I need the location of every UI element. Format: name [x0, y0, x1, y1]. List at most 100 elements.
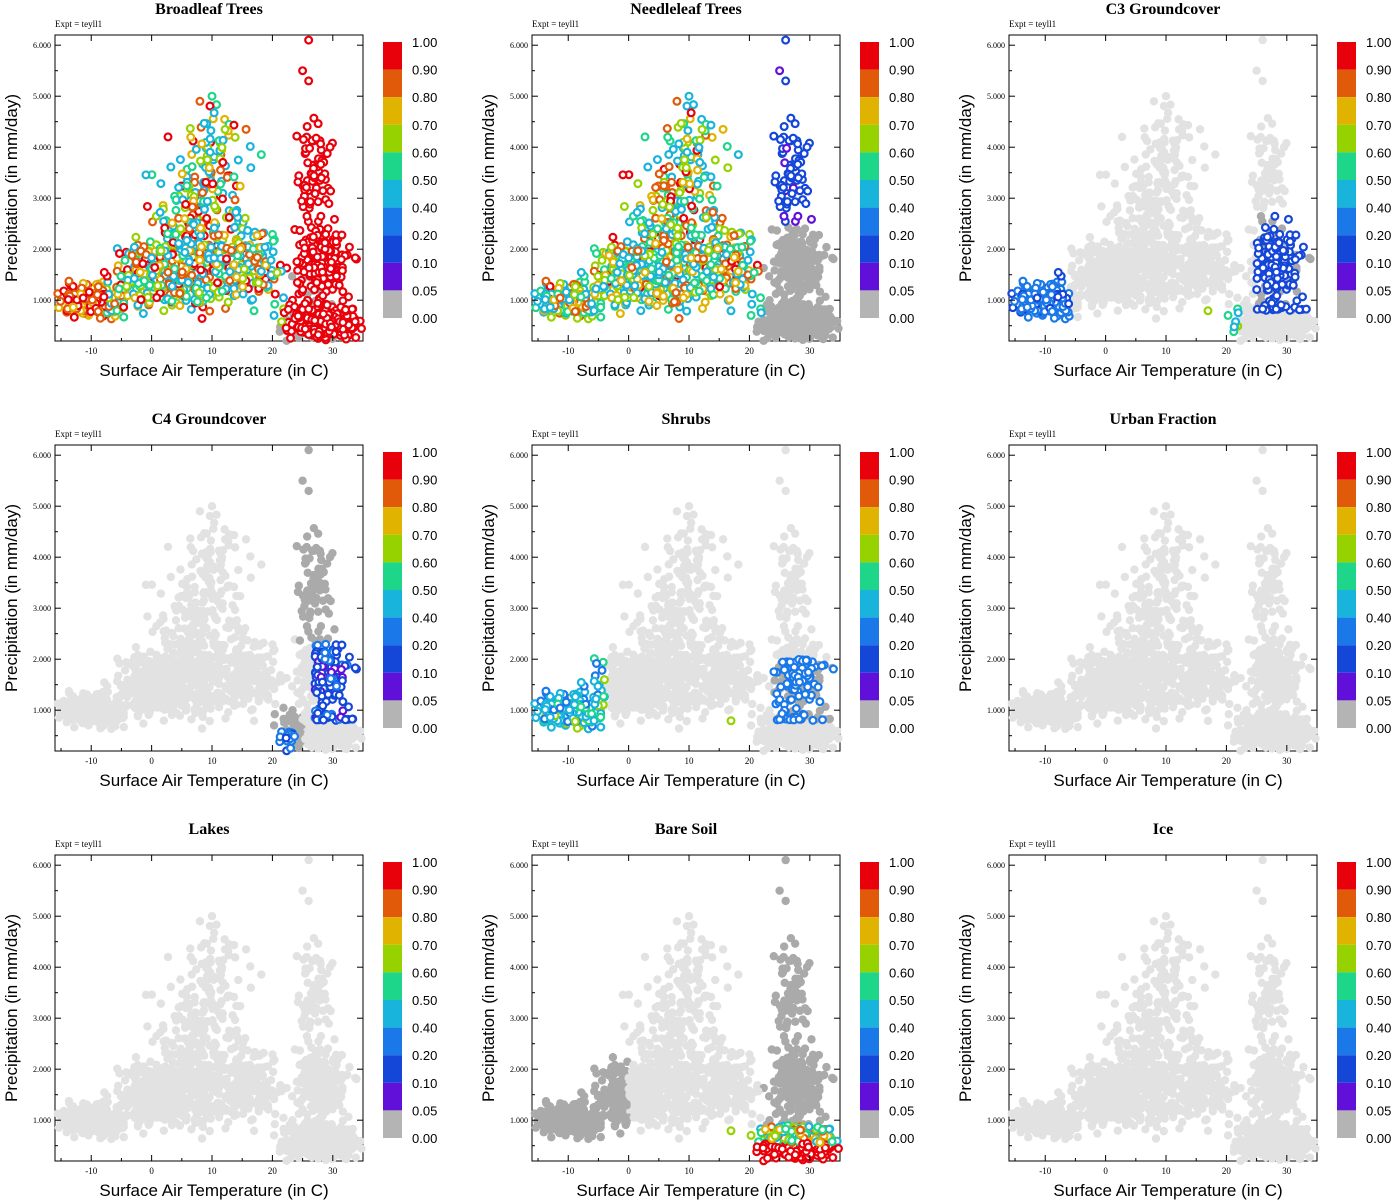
point-background: [1280, 186, 1289, 196]
point-colored: [312, 252, 322, 262]
point-background: [1249, 226, 1259, 235]
point-colored: [657, 214, 667, 224]
colorbar-label: 0.50: [412, 173, 437, 188]
point-colored: [177, 267, 187, 277]
point-colored: [678, 293, 688, 303]
point-colored: [69, 312, 79, 322]
point-background: [1176, 254, 1185, 264]
point-background: [1183, 260, 1193, 269]
point-colored: [316, 159, 326, 169]
colorbar-label: 0.60: [412, 145, 437, 160]
point-colored: [643, 162, 653, 172]
point-colored: [224, 212, 234, 222]
point-colored: [313, 197, 323, 207]
point-background: [1160, 243, 1170, 252]
point-colored: [238, 289, 248, 299]
point-colored: [782, 143, 792, 153]
point-colored: [196, 231, 206, 241]
point-colored: [679, 155, 689, 165]
point-colored: [301, 182, 311, 192]
point-background: [1125, 206, 1135, 215]
point-colored: [233, 155, 243, 165]
point-colored: [209, 223, 219, 233]
point-colored: [679, 213, 689, 223]
point-colored: [127, 250, 137, 260]
point-background: [1157, 197, 1166, 206]
point-background: [1164, 223, 1173, 233]
point-colored: [176, 224, 186, 234]
point-colored: [801, 199, 811, 209]
point-colored: [298, 66, 308, 76]
point-background: [1225, 289, 1234, 299]
point-colored: [712, 181, 722, 191]
point-colored: [725, 294, 735, 304]
point-colored: [545, 302, 555, 312]
colorbar-box: [383, 207, 402, 236]
x-tick-label: 0: [626, 346, 631, 356]
point-colored: [174, 183, 184, 193]
point-background: [1151, 242, 1160, 251]
point-background: [1233, 293, 1242, 303]
point-colored: [648, 205, 658, 215]
point-colored: [295, 226, 305, 236]
point-colored: [725, 244, 735, 254]
point-colored: [239, 264, 249, 274]
point-colored: [156, 246, 166, 256]
point-colored: [672, 255, 682, 265]
point-colored: [715, 289, 725, 299]
point-colored: [662, 124, 672, 134]
point-background: [1202, 295, 1211, 304]
point-colored: [202, 213, 212, 223]
point-colored: [745, 236, 755, 246]
point-background: [1139, 257, 1148, 267]
point-colored: [131, 232, 141, 242]
point-zero: [758, 323, 768, 333]
point-colored: [686, 253, 696, 263]
point-colored: [336, 254, 346, 264]
point-zero: [777, 243, 786, 253]
point-background: [1200, 163, 1210, 172]
point-colored: [135, 267, 145, 277]
point-colored: [175, 155, 185, 165]
point-background: [1170, 165, 1179, 175]
point-zero: [796, 305, 805, 315]
point-background: [1157, 155, 1166, 164]
point-colored: [733, 266, 743, 276]
expt-label: Expt = teyll1: [1009, 19, 1056, 29]
point-colored: [729, 252, 739, 262]
point-colored: [576, 292, 586, 302]
point-background: [1159, 134, 1169, 144]
point-colored: [202, 196, 212, 206]
point-colored: [230, 195, 240, 205]
point-colored: [116, 271, 126, 281]
point-zero: [821, 292, 830, 302]
point-colored: [63, 295, 73, 305]
point-colored: [298, 135, 308, 145]
y-tick-label: 2.000: [510, 245, 528, 254]
y-tick-label: 2.000: [33, 245, 51, 254]
point-colored: [153, 281, 163, 291]
point-colored: [122, 281, 132, 291]
point-background: [1106, 293, 1115, 302]
point-zero: [287, 272, 297, 281]
point-colored: [695, 194, 705, 204]
point-background: [1189, 181, 1199, 191]
point-colored: [229, 120, 239, 130]
point-background: [1130, 224, 1139, 233]
point-colored: [256, 266, 266, 276]
point-colored: [700, 297, 710, 307]
point-colored: [747, 289, 757, 299]
point-colored: [119, 302, 129, 312]
point-colored: [226, 245, 236, 255]
point-colored: [320, 238, 330, 248]
point-colored: [795, 186, 805, 196]
colorbar-label: 0.90: [889, 63, 914, 78]
point-colored: [613, 295, 623, 305]
point-background: [1192, 289, 1202, 299]
point-background: [1183, 172, 1193, 182]
point-colored: [313, 298, 323, 308]
point-colored: [627, 262, 637, 272]
point-background: [1101, 253, 1110, 263]
colorbar-box: [383, 124, 402, 153]
